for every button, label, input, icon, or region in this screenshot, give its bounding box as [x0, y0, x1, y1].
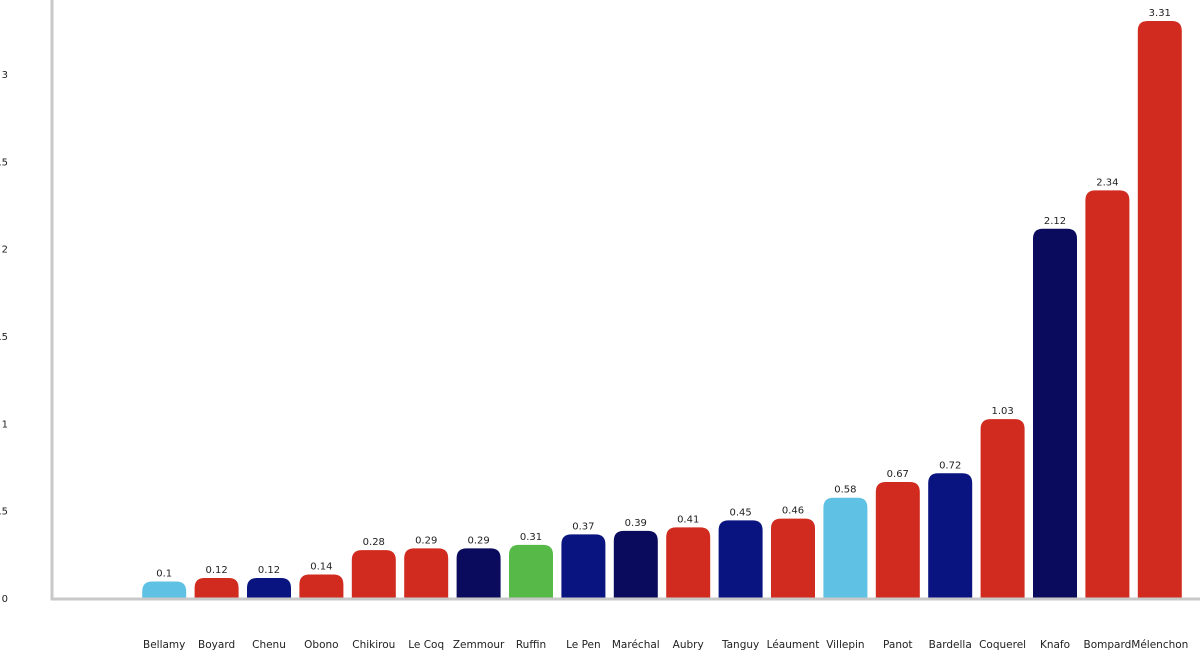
- value-label: 0.39: [625, 518, 647, 529]
- y-tick-label: 0: [2, 594, 8, 605]
- bar: [928, 473, 973, 599]
- bar: [561, 534, 606, 599]
- bar: [718, 520, 763, 599]
- bar: [823, 497, 868, 599]
- y-tick-label: 1.5: [0, 332, 8, 343]
- bar: [771, 518, 815, 599]
- value-label: 3.31: [1149, 8, 1171, 19]
- value-label: 0.1: [156, 569, 172, 580]
- value-label: 0.58: [834, 485, 856, 496]
- bar: [980, 419, 1025, 599]
- value-label: 0.12: [258, 565, 280, 576]
- x-tick-label: Villepin: [826, 639, 864, 651]
- value-label: 0.29: [415, 535, 437, 546]
- bar: [194, 578, 239, 599]
- value-label: 0.29: [467, 535, 489, 546]
- value-label: 2.34: [1096, 177, 1118, 188]
- x-tick-label: Maréchal: [612, 639, 660, 651]
- x-tick-label: Coquerel: [979, 639, 1026, 651]
- y-tick-label: 2: [2, 245, 8, 256]
- value-label: 0.12: [205, 565, 227, 576]
- value-label: 0.46: [782, 506, 804, 517]
- y-tick-label: 2.5: [0, 157, 8, 168]
- value-label: 0.31: [520, 532, 542, 543]
- x-tick-label: Chikirou: [352, 639, 395, 651]
- bar: [875, 481, 920, 599]
- x-tick-label: Panot: [883, 639, 913, 651]
- bar: [1085, 190, 1130, 599]
- bar: [509, 544, 553, 599]
- x-tick-label: Léaument: [767, 639, 820, 651]
- x-tick-label: Bompard: [1084, 639, 1132, 651]
- value-label: 0.45: [729, 507, 751, 518]
- bar: [404, 548, 449, 599]
- x-tick-label: Bardella: [929, 639, 972, 651]
- value-label: 0.67: [887, 469, 909, 480]
- x-tick-label: Le Coq: [408, 639, 444, 651]
- value-label: 2.12: [1044, 216, 1066, 227]
- x-tick-label: Bellamy: [143, 639, 185, 651]
- bar: [142, 581, 187, 599]
- bar: [1137, 20, 1182, 599]
- bar: [247, 578, 291, 599]
- x-tick-label: Zemmour: [453, 639, 505, 651]
- x-tick-label: Chenu: [252, 639, 286, 651]
- value-label: 0.72: [939, 460, 961, 471]
- value-label: 1.03: [991, 406, 1013, 417]
- value-label: 0.37: [572, 521, 594, 532]
- x-tick-label: Ruffin: [516, 639, 546, 651]
- value-label: 0.41: [677, 514, 699, 525]
- y-tick-label: 1: [2, 419, 8, 430]
- x-tick-label: Obono: [304, 639, 338, 651]
- bar: [1033, 228, 1077, 600]
- bar: [299, 574, 344, 599]
- bar: [613, 530, 658, 599]
- value-label: 0.28: [363, 537, 385, 548]
- y-tick-label: 3: [2, 70, 8, 81]
- x-tick-label: Le Pen: [566, 639, 601, 651]
- bar: [456, 548, 501, 599]
- x-tick-label: Tanguy: [721, 639, 759, 651]
- x-tick-label: Boyard: [198, 639, 235, 651]
- bar: [666, 527, 711, 599]
- x-tick-label: Aubry: [673, 639, 704, 651]
- y-tick-label: 0.5: [0, 507, 8, 518]
- bar: [351, 550, 396, 599]
- x-tick-label: Mélenchon: [1131, 639, 1188, 651]
- value-label: 0.14: [310, 562, 332, 573]
- x-tick-label: Knafo: [1040, 639, 1070, 651]
